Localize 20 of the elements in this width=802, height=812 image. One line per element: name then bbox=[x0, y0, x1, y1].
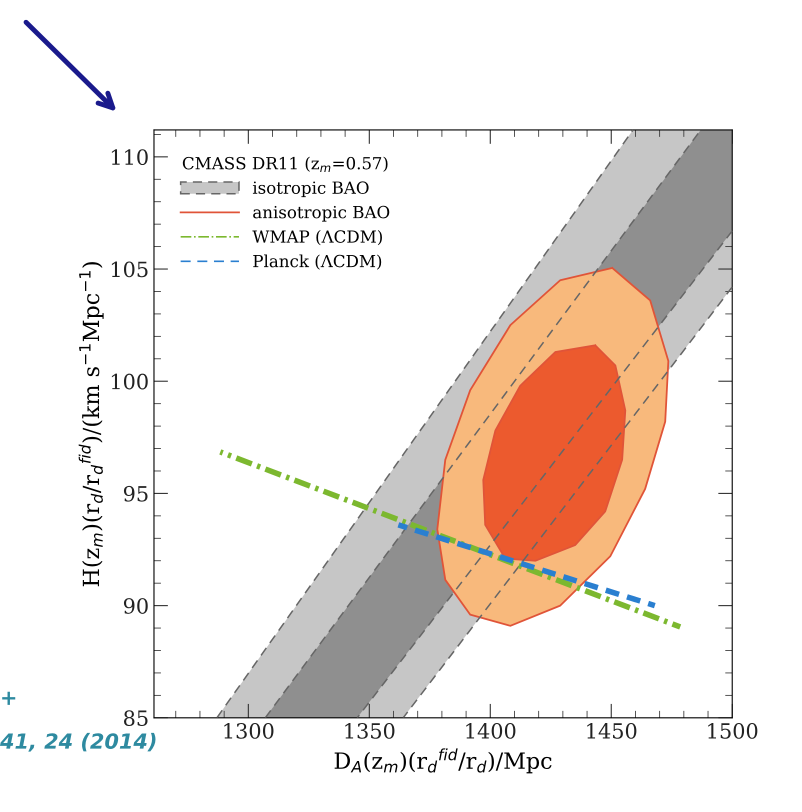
legend-label: Planck (ΛCDM) bbox=[253, 254, 382, 270]
legend-label: anisotropic BAO bbox=[253, 206, 390, 222]
legend-label: WMAP (ΛCDM) bbox=[252, 230, 382, 246]
x-tick-label: 1300 bbox=[224, 723, 274, 739]
text: 41, 24 (2014) bbox=[0, 732, 156, 752]
legend-label: isotropic BAO bbox=[252, 181, 369, 198]
x-tick-label: 1400 bbox=[466, 723, 516, 739]
legend-title: CMASS DR11 (z$_{m}$=0.57) bbox=[182, 156, 388, 172]
x-tick-label: 1350 bbox=[345, 723, 394, 739]
x-tick-label: 1450 bbox=[587, 723, 636, 739]
y-tick-label: 105 bbox=[112, 261, 148, 278]
text: H(z$_{m}$)(r$_{d}$/r$_{d}$$^{fid}$)/(km s$^{−1}$Mpc$^{−1}$) bbox=[78, 262, 104, 586]
text: D$_{A}$(z$_{m}$)(r$_{d}$$^{fid}$/r$_{d}$)/Mpc bbox=[334, 748, 552, 774]
y-tick-label: 110 bbox=[112, 149, 148, 166]
text: + bbox=[2, 692, 16, 705]
x-tick-label: 1500 bbox=[708, 723, 758, 739]
y-tick-label: 100 bbox=[112, 374, 148, 390]
y-tick-label: 90 bbox=[124, 598, 148, 614]
y-tick-label: 95 bbox=[124, 486, 148, 502]
y-tick-label: 85 bbox=[124, 710, 148, 726]
